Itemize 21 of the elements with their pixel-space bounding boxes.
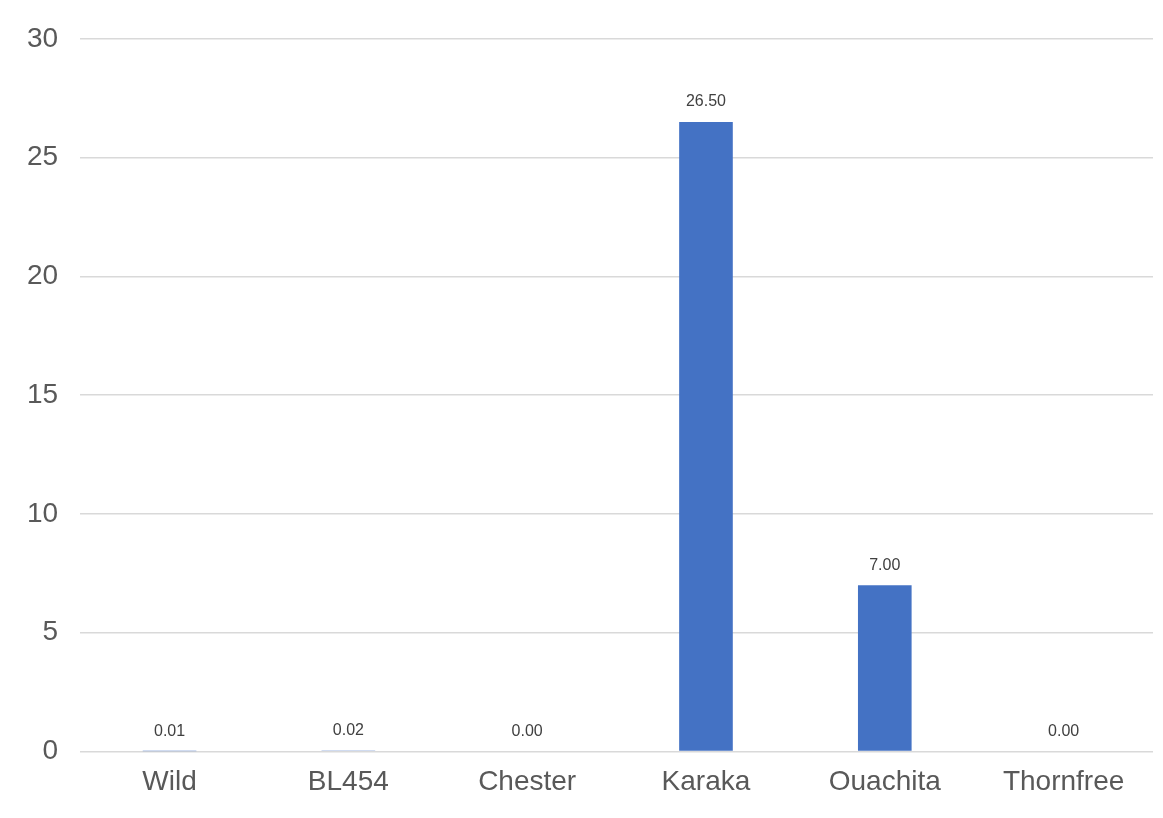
y-tick-label: 20 [26,259,59,291]
data-label: 0.00 [1048,721,1080,739]
data-label: 26.50 [685,92,727,110]
x-tick-label: Wild [142,764,197,796]
y-tick-label: 0 [42,734,59,766]
x-tick-label: BL454 [307,764,389,796]
data-label: 0.02 [332,721,365,739]
data-label: 7.00 [869,555,901,573]
y-tick-label: 5 [42,615,59,647]
data-label: 0.01 [153,721,186,739]
y-tick-label: 30 [26,21,59,53]
x-tick-label: Karaka [661,764,751,796]
x-tick-label: Chester [478,764,577,796]
bar [679,121,733,751]
bar [857,585,912,751]
y-tick-label: 10 [26,496,59,528]
x-tick-label: Ouachita [828,764,942,796]
y-tick-label: 25 [26,140,59,172]
data-label: 0.00 [511,721,543,739]
x-tick-label: Thornfree [1002,764,1125,796]
y-tick-label: 15 [26,377,59,409]
